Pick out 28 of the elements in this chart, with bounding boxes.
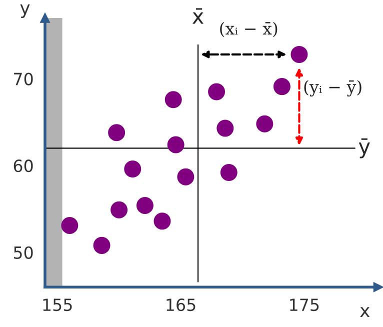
y-axis-title: y xyxy=(20,4,30,18)
point xyxy=(108,124,126,142)
point xyxy=(167,136,184,154)
x-tick-label: 155 xyxy=(43,298,72,312)
ref-line-label: ȳ xyxy=(358,138,370,158)
point xyxy=(256,115,274,132)
x-tick-label: 175 xyxy=(290,298,319,312)
point xyxy=(220,164,238,182)
point xyxy=(164,91,182,108)
point xyxy=(216,120,234,137)
point xyxy=(208,83,226,100)
y-tick-label: 60 xyxy=(14,160,33,172)
point xyxy=(93,236,110,254)
annotation: (xᵢ − x̄) xyxy=(220,22,278,38)
x-tick-label: 165 xyxy=(166,298,196,312)
point xyxy=(154,212,171,230)
point xyxy=(273,78,290,96)
y-tick-label: 50 xyxy=(14,246,33,259)
x-axis-title: x xyxy=(360,307,370,317)
annotation: (yᵢ − ȳ) xyxy=(304,80,362,96)
point xyxy=(290,46,308,63)
point xyxy=(124,160,142,178)
y-tick-label: 70 xyxy=(14,72,33,86)
point xyxy=(136,196,154,214)
point xyxy=(61,216,78,234)
point xyxy=(110,201,128,218)
point xyxy=(177,168,194,186)
ref-line-label: x̄ xyxy=(192,8,204,24)
